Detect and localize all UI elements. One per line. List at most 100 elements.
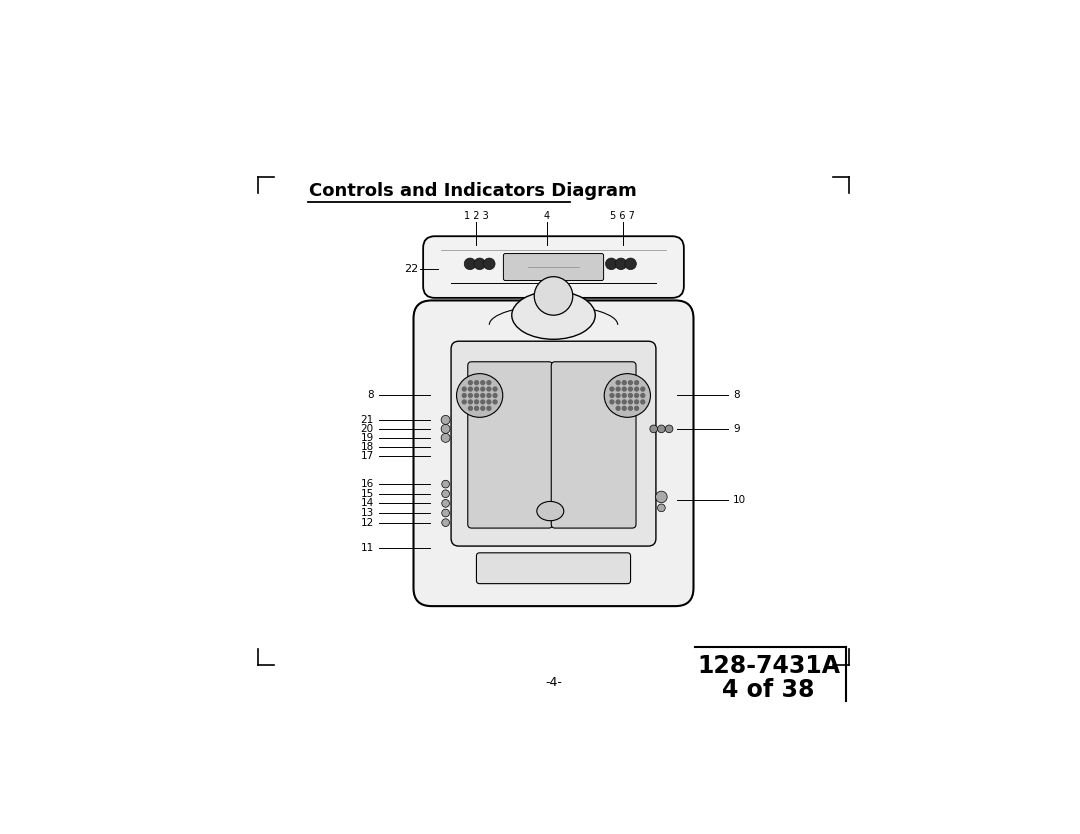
Circle shape: [487, 400, 490, 404]
Text: 128-7431A: 128-7431A: [697, 655, 840, 679]
Circle shape: [617, 387, 620, 391]
Circle shape: [625, 258, 636, 269]
Circle shape: [629, 394, 633, 398]
Circle shape: [610, 394, 613, 398]
Circle shape: [481, 406, 485, 410]
Text: 4: 4: [544, 211, 550, 221]
Text: 11: 11: [361, 543, 374, 553]
Circle shape: [464, 258, 476, 269]
Circle shape: [622, 406, 626, 410]
Circle shape: [629, 380, 633, 384]
Text: 17: 17: [361, 451, 374, 461]
Circle shape: [658, 504, 665, 512]
Circle shape: [629, 400, 633, 404]
Circle shape: [617, 394, 620, 398]
Circle shape: [469, 400, 472, 404]
Circle shape: [640, 400, 645, 404]
Circle shape: [606, 258, 617, 269]
Circle shape: [441, 415, 450, 425]
Circle shape: [635, 406, 638, 410]
Text: 21: 21: [361, 414, 374, 425]
Circle shape: [441, 425, 450, 434]
FancyBboxPatch shape: [423, 236, 684, 298]
Circle shape: [469, 387, 472, 391]
Circle shape: [442, 480, 449, 488]
Text: 20: 20: [361, 424, 374, 434]
Circle shape: [622, 387, 626, 391]
Text: 16: 16: [361, 479, 374, 489]
Ellipse shape: [604, 374, 650, 417]
Circle shape: [640, 387, 645, 391]
Circle shape: [462, 400, 467, 404]
FancyBboxPatch shape: [414, 300, 693, 606]
Circle shape: [469, 380, 472, 384]
Circle shape: [650, 425, 658, 433]
Text: 15: 15: [361, 489, 374, 499]
Ellipse shape: [537, 501, 564, 520]
Circle shape: [469, 406, 472, 410]
Circle shape: [474, 258, 485, 269]
Circle shape: [635, 380, 638, 384]
Circle shape: [622, 400, 626, 404]
Circle shape: [442, 500, 449, 507]
Text: 5 6 7: 5 6 7: [610, 211, 635, 221]
FancyBboxPatch shape: [451, 341, 656, 546]
Circle shape: [635, 400, 638, 404]
Text: 8: 8: [367, 390, 374, 400]
Circle shape: [635, 394, 638, 398]
Circle shape: [616, 258, 626, 269]
Circle shape: [494, 394, 497, 398]
Circle shape: [640, 394, 645, 398]
Circle shape: [481, 387, 485, 391]
Circle shape: [617, 400, 620, 404]
Text: 14: 14: [361, 499, 374, 509]
Text: 12: 12: [361, 518, 374, 528]
Circle shape: [481, 400, 485, 404]
Text: 8: 8: [733, 390, 740, 400]
Text: 10: 10: [733, 495, 746, 505]
Circle shape: [658, 425, 665, 433]
Circle shape: [481, 394, 485, 398]
Circle shape: [487, 387, 490, 391]
Text: 18: 18: [361, 442, 374, 452]
Circle shape: [481, 380, 485, 384]
Circle shape: [462, 387, 467, 391]
Circle shape: [617, 380, 620, 384]
Circle shape: [474, 406, 478, 410]
Circle shape: [610, 400, 613, 404]
Circle shape: [622, 394, 626, 398]
FancyBboxPatch shape: [503, 254, 604, 280]
Circle shape: [487, 380, 490, 384]
FancyBboxPatch shape: [551, 362, 636, 528]
Circle shape: [474, 400, 478, 404]
Circle shape: [635, 387, 638, 391]
Circle shape: [494, 387, 497, 391]
Circle shape: [629, 406, 633, 410]
Ellipse shape: [457, 374, 503, 417]
Text: Controls and Indicators Diagram: Controls and Indicators Diagram: [310, 182, 637, 199]
Circle shape: [442, 490, 449, 498]
Circle shape: [487, 406, 490, 410]
Circle shape: [494, 400, 497, 404]
Text: 19: 19: [361, 433, 374, 443]
Circle shape: [442, 519, 449, 526]
FancyBboxPatch shape: [468, 362, 553, 528]
Text: 22: 22: [404, 264, 418, 274]
Ellipse shape: [512, 291, 595, 339]
Text: 9: 9: [733, 424, 740, 434]
Text: 1 2 3: 1 2 3: [464, 211, 489, 221]
Circle shape: [665, 425, 673, 433]
Circle shape: [474, 387, 478, 391]
Circle shape: [474, 394, 478, 398]
Text: -4-: -4-: [545, 676, 562, 689]
Circle shape: [622, 380, 626, 384]
Text: 13: 13: [361, 508, 374, 518]
Circle shape: [441, 434, 450, 442]
Circle shape: [656, 491, 667, 503]
Circle shape: [469, 394, 472, 398]
Circle shape: [487, 394, 490, 398]
Text: 4 of 38: 4 of 38: [723, 677, 815, 701]
Circle shape: [474, 380, 478, 384]
Circle shape: [462, 394, 467, 398]
Circle shape: [484, 258, 495, 269]
